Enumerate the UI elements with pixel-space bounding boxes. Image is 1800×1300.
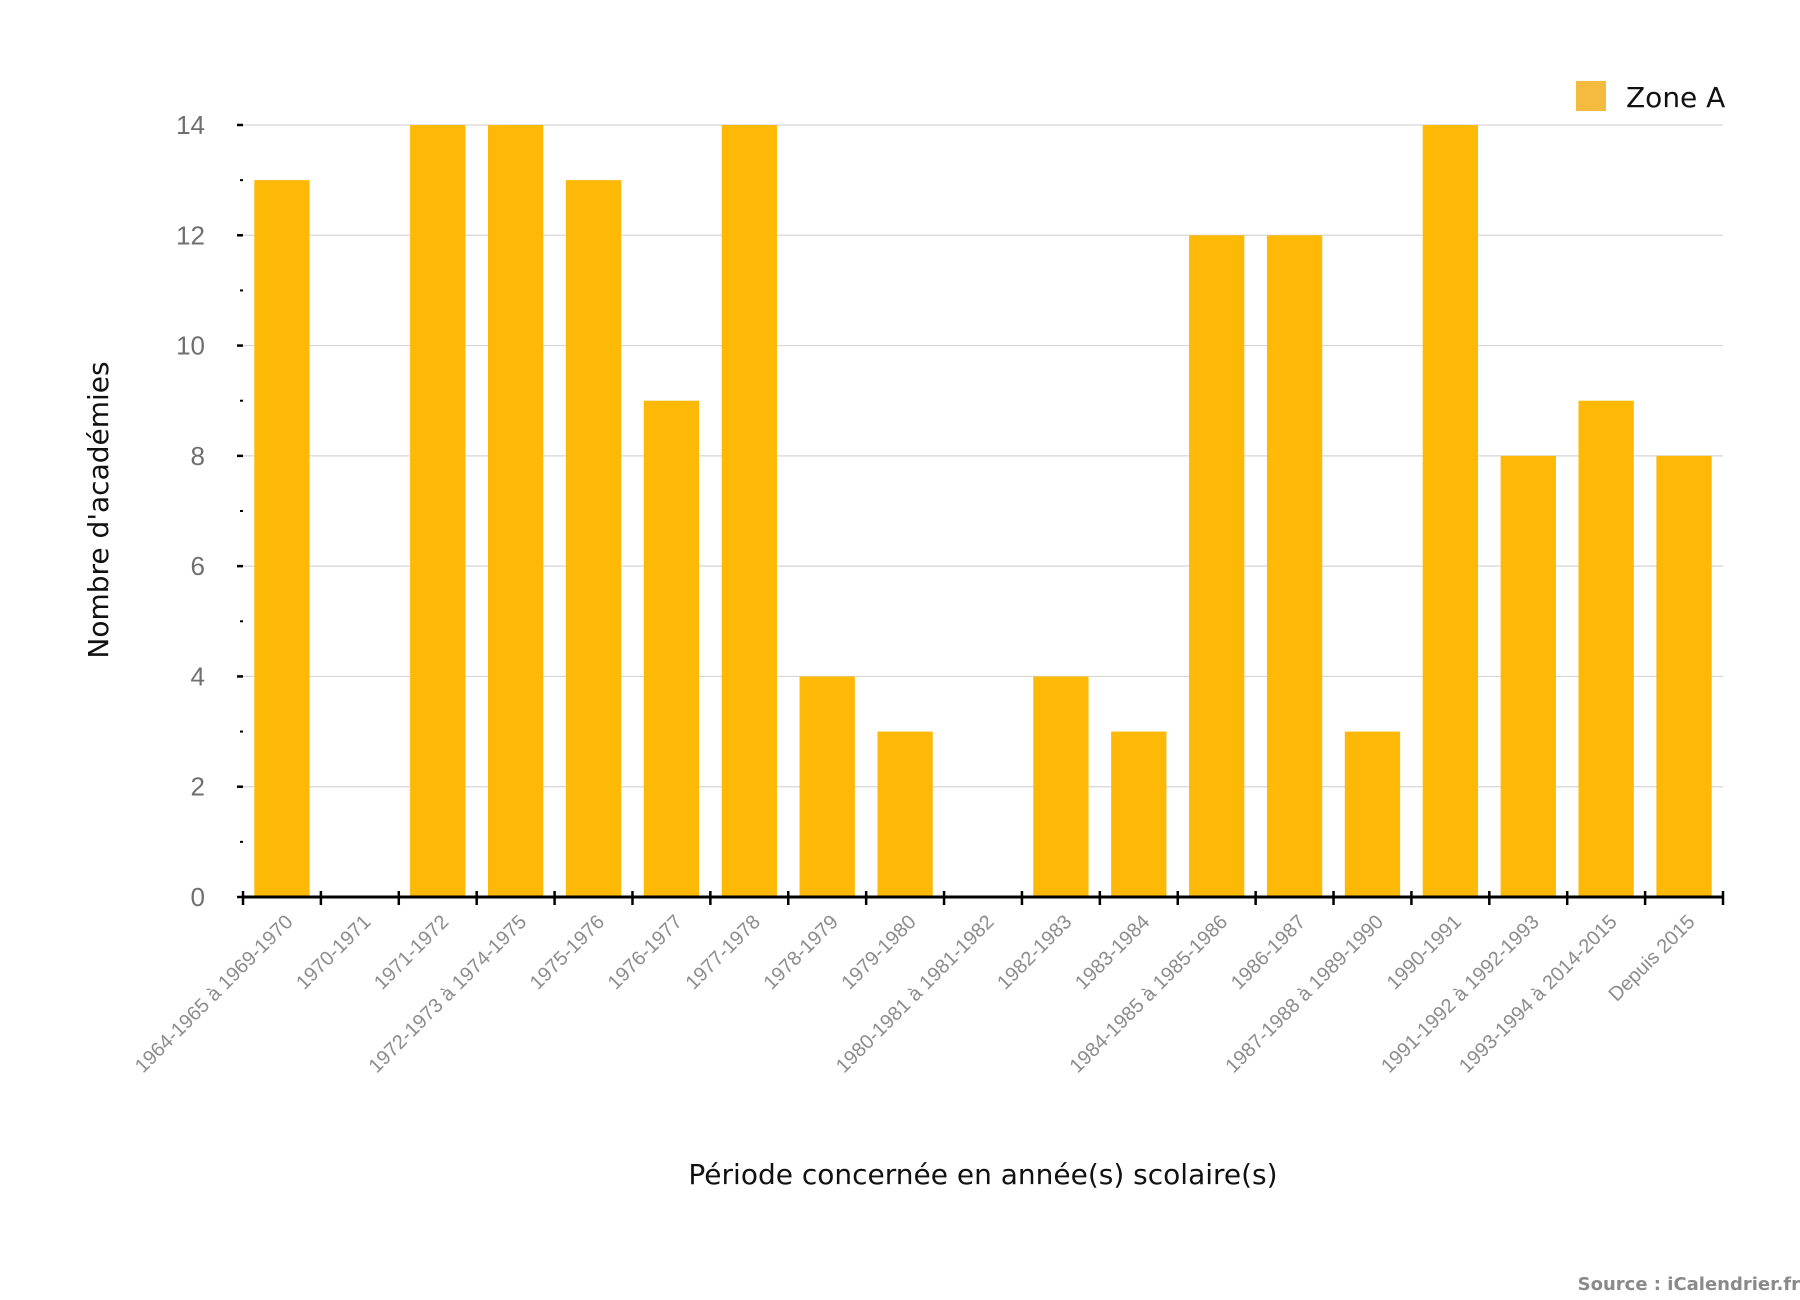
x-tick-label: 1980-1981 à 1981-1982 bbox=[832, 911, 999, 1078]
y-tick-label: 6 bbox=[191, 551, 205, 581]
y-axis-title: Nombre d'académies bbox=[82, 361, 115, 658]
y-tick-label: 2 bbox=[191, 772, 205, 802]
bar bbox=[643, 400, 700, 897]
x-tick-label: 1993-1994 à 2014-2015 bbox=[1455, 911, 1622, 1078]
x-tick-label: 1987-1988 à 1989-1990 bbox=[1221, 911, 1388, 1078]
bar bbox=[1344, 731, 1401, 897]
x-tick-label: 1971-1972 bbox=[370, 911, 453, 994]
x-tick-label: 1990-1991 bbox=[1383, 911, 1466, 994]
x-tick-label: 1970-1971 bbox=[292, 911, 375, 994]
bar bbox=[254, 180, 310, 898]
bar bbox=[1500, 455, 1556, 897]
bar bbox=[1111, 731, 1167, 897]
legend-label: Zone A bbox=[1626, 81, 1725, 114]
x-tick-label: 1977-1978 bbox=[682, 911, 765, 994]
y-tick-label: 0 bbox=[191, 882, 205, 912]
y-tick-label: 12 bbox=[176, 220, 205, 250]
x-tick-label: 1964-1965 à 1969-1970 bbox=[131, 911, 298, 1078]
bar bbox=[1266, 235, 1323, 898]
x-axis-title: Période concernée en année(s) scolaire(s… bbox=[688, 1158, 1277, 1191]
bar bbox=[877, 731, 933, 897]
x-tick-label: 1982-1983 bbox=[993, 911, 1076, 994]
x-tick-label: 1976-1977 bbox=[604, 911, 687, 994]
bar bbox=[1656, 455, 1712, 897]
y-tick-label: 10 bbox=[176, 331, 205, 361]
x-tick-label: 1983-1984 bbox=[1071, 911, 1154, 994]
x-tick-label: 1979-1980 bbox=[837, 911, 920, 994]
bar bbox=[487, 125, 544, 897]
bars bbox=[254, 125, 1712, 898]
x-tick-label: 1984-1985 à 1985-1986 bbox=[1066, 911, 1233, 1078]
bar bbox=[410, 125, 466, 897]
x-tick-label: 1972-1973 à 1974-1975 bbox=[365, 911, 532, 1078]
bar bbox=[1189, 235, 1245, 898]
x-tick-label: 1986-1987 bbox=[1227, 911, 1310, 994]
y-tick-label: 8 bbox=[191, 441, 205, 471]
x-tick-labels: 1964-1965 à 1969-19701970-19711971-19721… bbox=[131, 911, 1700, 1078]
y-tick-label: 14 bbox=[176, 110, 205, 140]
bar bbox=[1033, 676, 1089, 897]
x-tick-label: 1991-1992 à 1992-1993 bbox=[1377, 911, 1544, 1078]
x-tick-label: 1978-1979 bbox=[760, 911, 843, 994]
source-note: Source : iCalendrier.fr bbox=[1578, 1274, 1800, 1295]
y-tick-label: 4 bbox=[191, 661, 205, 691]
x-tick-label: 1975-1976 bbox=[526, 911, 609, 994]
legend-swatch bbox=[1576, 81, 1606, 111]
bar bbox=[799, 676, 855, 897]
bar bbox=[1422, 125, 1479, 897]
bar bbox=[565, 180, 622, 898]
y-tick-labels: 0 2 4 6 8 10 12 14 bbox=[176, 110, 205, 912]
axes bbox=[237, 123, 1725, 905]
bar bbox=[1578, 400, 1634, 897]
legend: Zone A bbox=[1576, 81, 1725, 114]
bar bbox=[721, 125, 777, 897]
